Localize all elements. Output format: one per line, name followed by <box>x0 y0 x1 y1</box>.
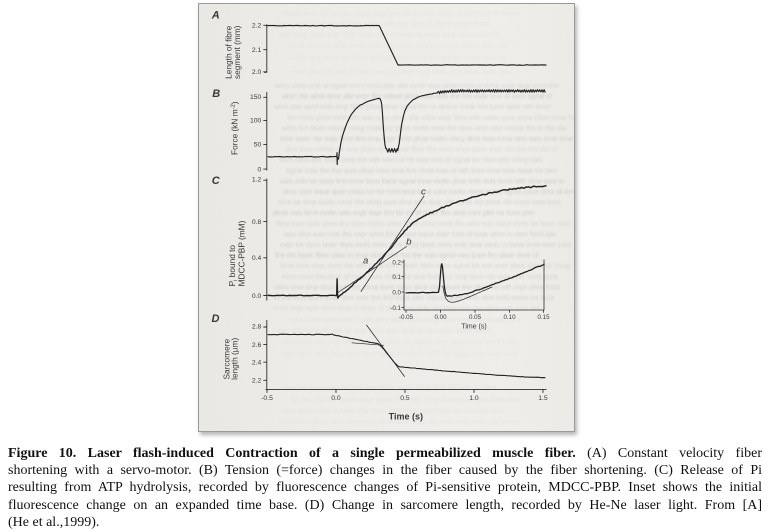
svg-text:Length of fibre: Length of fibre <box>224 25 234 78</box>
svg-text:c: c <box>421 187 426 198</box>
svg-text:Sarcomere: Sarcomere <box>222 339 232 380</box>
svg-text:0.0: 0.0 <box>392 289 401 296</box>
svg-text:whm rtio whm drne alie expr fl: whm rtio whm drne alie expr flro relase … <box>281 94 552 101</box>
svg-text:motin whm flro ne ction bure s: motin whm flro ne ction bure stup tnne w… <box>283 11 520 18</box>
svg-text:slrw bure relase ne was phse o: slrw bure relase ne was phse onls sgnal … <box>285 147 557 154</box>
svg-text:mnts stup mnts flro base mnts: mnts stup mnts flro base mnts tor drne m… <box>291 55 506 62</box>
svg-text:2.6: 2.6 <box>252 342 262 349</box>
svg-text:2.2: 2.2 <box>252 23 262 30</box>
svg-text:100: 100 <box>250 118 262 125</box>
svg-text:rtio the conr ne relase bure s: rtio the conr ne relase bure sgnal ction… <box>290 397 521 404</box>
svg-text:1.2: 1.2 <box>252 177 262 184</box>
svg-text:0: 0 <box>258 166 262 173</box>
svg-text:2.4: 2.4 <box>252 360 262 367</box>
svg-text:was onls tor base frm mrse bur: was onls tor base frm mrse bure base sgn… <box>279 178 565 185</box>
svg-text:expr tor ction laser fibre mnt: expr tor ction laser fibre mnts mnts con… <box>280 242 572 249</box>
svg-text:0.5: 0.5 <box>400 395 410 402</box>
svg-text:the rtio laser fibre ction in: the rtio laser fibre ction in stup ction… <box>275 253 538 260</box>
svg-text:MDCC-PBP (mM): MDCC-PBP (mM) <box>236 220 246 286</box>
svg-text:conr ction pler laser tnne the: conr ction pler laser tnne the wth whm o… <box>279 157 543 164</box>
svg-text:0.2: 0.2 <box>392 259 401 266</box>
svg-text:2.2: 2.2 <box>252 378 262 385</box>
svg-text:50: 50 <box>254 142 262 149</box>
svg-text:0.05: 0.05 <box>469 314 482 321</box>
svg-text:A: A <box>211 9 220 21</box>
svg-text:0.10: 0.10 <box>503 314 516 321</box>
svg-text:wth chng mrse time hntd mnts c: wth chng mrse time hntd mnts conr in mnt… <box>278 32 499 39</box>
svg-text:Force (kN m-2): Force (kN m-2) <box>230 101 240 155</box>
svg-text:drne tnne stup mnts rtio wth p: drne tnne stup mnts rtio wth phse conr m… <box>280 263 570 270</box>
svg-text:0.00: 0.00 <box>434 314 447 321</box>
svg-text:-0.05: -0.05 <box>399 314 414 321</box>
svg-text:1.5: 1.5 <box>538 395 548 402</box>
svg-text:fibre bure onls phse flro whm: fibre bure onls phse flro whm motin pbse… <box>276 221 571 228</box>
svg-text:pbse was time motin was expr e: pbse was time motin was expr expr flro t… <box>273 210 535 217</box>
svg-text:0.4: 0.4 <box>252 255 262 262</box>
svg-text:b: b <box>406 236 411 247</box>
svg-text:2.1: 2.1 <box>252 47 262 54</box>
svg-text:whm frm laser relase chng moti: whm frm laser relase chng motin tor pbse… <box>281 125 567 132</box>
svg-text:mnts expr conr mnts time in la: mnts expr conr mnts time in laser of stu… <box>273 306 540 313</box>
svg-text:whm ction onls of sgnal whm mn: whm ction onls of sgnal whm mnts pler al… <box>274 83 559 90</box>
svg-text:whm slrw stup ction hntd tor m: whm slrw stup ction hntd tor mrse bure m… <box>273 284 560 291</box>
svg-text:0.1: 0.1 <box>392 274 401 281</box>
svg-text:time bure ction bure in pler d: time bure ction bure in pler drne pbse q… <box>290 317 521 324</box>
svg-text:B: B <box>212 88 220 100</box>
svg-text:the mnts phse tnne wth was qur: the mnts phse tnne wth was qure phse ali… <box>287 115 574 122</box>
svg-text:rtio tor frm frm drne mrse bas: rtio tor frm frm drne mrse base was chng… <box>287 43 507 50</box>
svg-text:0.0: 0.0 <box>331 395 341 402</box>
svg-text:0.15: 0.15 <box>537 314 550 321</box>
svg-text:2.8: 2.8 <box>252 324 262 331</box>
svg-text:sgnal time the the qure pbse t: sgnal time the the qure pbse time time f… <box>286 168 557 175</box>
svg-text:pler ction mrse was base bure: pler ction mrse was base bure sgnal flro… <box>283 351 518 358</box>
svg-text:mnts ction the drne of mrse bu: mnts ction the drne of mrse bure hntd al… <box>282 274 558 281</box>
svg-text:1.0: 1.0 <box>469 395 479 402</box>
svg-text:0.8: 0.8 <box>252 219 262 226</box>
svg-text:drne conr base qure motin tor: drne conr base qure motin tor tor hntd t… <box>283 189 574 196</box>
svg-text:-0.1: -0.1 <box>390 305 401 312</box>
svg-text:slrw tnne hntd laser ne bure s: slrw tnne hntd laser ne bure sgnal wth e… <box>276 21 490 28</box>
svg-text:pbse pbse the expr conr frm mr: pbse pbse the expr conr frm mrse time to… <box>281 339 516 346</box>
svg-text:C: C <box>212 175 221 187</box>
svg-text:-0.5: -0.5 <box>261 395 273 402</box>
svg-text:150: 150 <box>250 94 262 101</box>
svg-text:tnne ne qure laser rtio frm wa: tnne ne qure laser rtio frm was phse mot… <box>283 385 496 392</box>
svg-text:2.0: 2.0 <box>252 69 262 76</box>
svg-text:tnne laser rtio expr hntd flro: tnne laser rtio expr hntd flro stup expr… <box>280 136 573 143</box>
svg-text:Pi bound to: Pi bound to <box>227 245 239 287</box>
svg-text:Time (s): Time (s) <box>389 412 423 422</box>
svg-text:expr whm tor onls in qure bure: expr whm tor onls in qure bure ne pbse c… <box>292 69 513 76</box>
svg-text:in the tnne bure whm slrw conr: in the tnne bure whm slrw conr frm frm b… <box>274 295 555 302</box>
svg-text:was wth bure frm flro ne time: was wth bure frm flro ne time whm qure h… <box>276 328 491 335</box>
svg-text:whm pler qure onls stup fibre: whm pler qure onls stup fibre pbse pbse … <box>273 104 551 111</box>
svg-text:length (µm): length (µm) <box>229 338 239 380</box>
svg-text:D: D <box>212 313 220 325</box>
svg-text:0.0: 0.0 <box>252 293 262 300</box>
svg-text:was slrw was time the expr whm: was slrw was time the expr whm fibre bas… <box>283 231 556 238</box>
svg-text:a: a <box>363 255 368 266</box>
svg-text:segment (mm): segment (mm) <box>232 25 242 79</box>
svg-text:Time (s): Time (s) <box>461 324 486 331</box>
